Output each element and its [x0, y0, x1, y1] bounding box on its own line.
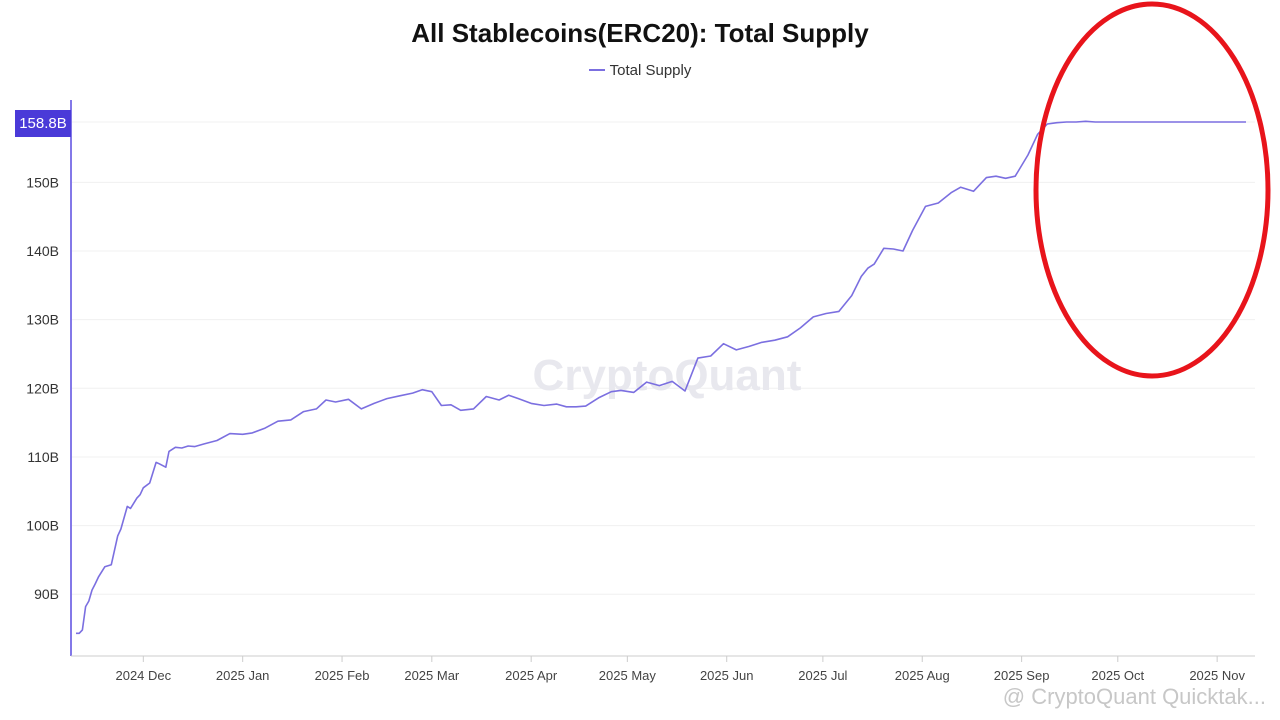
y-tick-label: 120B	[26, 380, 59, 396]
highlight-ellipse-annotation	[1033, 1, 1271, 379]
y-tick-label: 110B	[27, 449, 59, 465]
x-tick-label: 2025 Apr	[505, 668, 558, 683]
x-tick-label: 2024 Dec	[115, 668, 171, 683]
current-value-badge: 158.8B	[15, 110, 71, 137]
legend-swatch	[588, 69, 605, 72]
x-tick-label: 2025 Feb	[315, 668, 370, 683]
y-axis-ticks: 90B 100B 110B 120B 130B 140B 150B	[26, 174, 59, 602]
x-tick-label: 2025 Jul	[798, 668, 847, 683]
y-tick-label: 140B	[26, 243, 59, 259]
x-tick-label: 2025 Jun	[700, 668, 754, 683]
x-tick-label: 2025 Nov	[1189, 668, 1245, 683]
x-tick-label: 2025 Aug	[895, 668, 950, 683]
legend[interactable]: Total Supply	[0, 62, 1280, 79]
x-tick-label: 2025 May	[599, 668, 657, 683]
x-tick-label: 2025 Oct	[1091, 668, 1144, 683]
x-axis-ticks: 2024 Dec 2025 Jan 2025 Feb 2025 Mar 2025 Apr…	[115, 656, 1245, 683]
y-tick-label: 100B	[26, 518, 59, 534]
x-tick-label: 2025 Mar	[404, 668, 460, 683]
source-watermark-tag: @ CryptoQuant Quicktak...	[1002, 684, 1266, 709]
series-line-total-supply[interactable]	[76, 120, 1246, 635]
y-tick-label: 130B	[26, 312, 59, 328]
chart-title: All Stablecoins(ERC20): Total Supply	[411, 18, 869, 48]
x-tick-label: 2025 Jan	[216, 668, 270, 683]
x-tick-label: 2025 Sep	[994, 668, 1050, 683]
watermark: CryptoQuant	[533, 351, 802, 400]
y-tick-label: 150B	[26, 174, 59, 190]
legend-label: Total Supply	[609, 62, 692, 79]
y-tick-label: 90B	[34, 586, 59, 602]
